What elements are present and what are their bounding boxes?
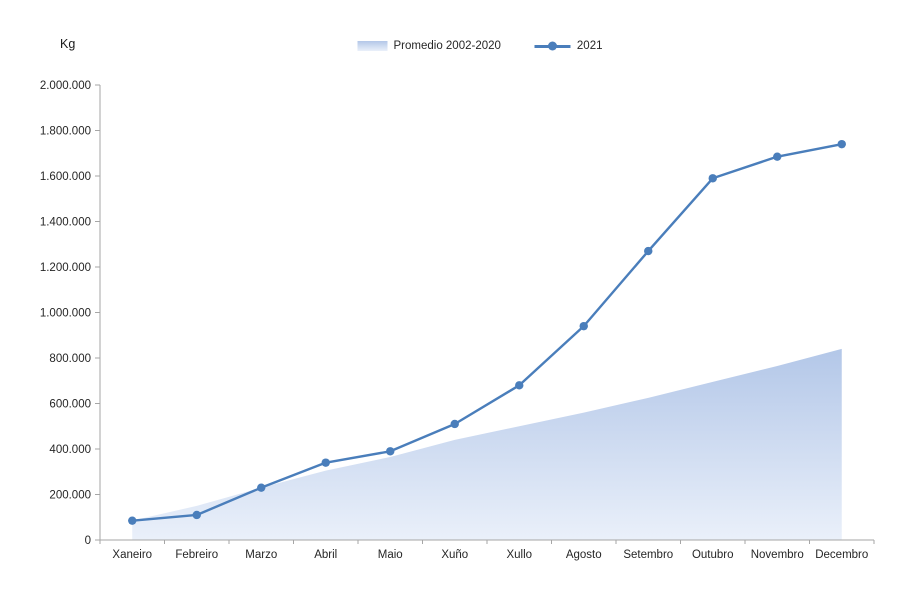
series-2021-marker	[837, 139, 846, 149]
series-2021-marker	[644, 246, 653, 256]
series-2021-marker	[192, 510, 201, 520]
y-axis-label: 600.000	[49, 399, 91, 411]
series-promedio-area	[132, 348, 842, 540]
series-2021-marker	[450, 419, 459, 429]
y-axis-label: 1.000.000	[40, 308, 91, 320]
series-2021-marker	[773, 152, 782, 161]
y-axis-label: 1.600.000	[40, 171, 91, 183]
legend-label-promedio: Promedio 2002-2020	[393, 40, 501, 52]
y-axis-label: 1.800.000	[40, 126, 91, 138]
x-axis-label: Outubro	[692, 549, 734, 561]
y-axis-label: 1.200.000	[40, 262, 91, 274]
legend-item-promedio: Promedio 2002-2020	[357, 40, 501, 52]
x-axis-label: Agosto	[566, 549, 602, 561]
line-series-swatch-icon	[534, 40, 571, 52]
series-2021-marker	[321, 458, 330, 467]
series-2021-marker	[128, 516, 137, 525]
y-axis-label: 2.000.000	[40, 80, 91, 92]
x-axis-label: Setembro	[623, 549, 673, 561]
series-2021-marker	[257, 483, 266, 492]
x-axis-label: Maio	[378, 549, 403, 561]
y-axis-label: 200.000	[49, 490, 91, 502]
legend: Promedio 2002-2020 2021	[357, 40, 603, 52]
y-axis-unit-label: Kg	[60, 37, 76, 51]
y-axis-label: 1.400.000	[40, 217, 91, 229]
x-axis-label: Febreiro	[175, 549, 218, 561]
area-series-swatch-icon	[357, 41, 388, 51]
x-axis-label: Abril	[314, 549, 337, 561]
x-axis-label: Novembro	[751, 549, 804, 561]
x-axis-label: Decembro	[815, 549, 868, 561]
x-axis-label: Xullo	[506, 549, 532, 561]
series-2021-marker	[708, 174, 717, 183]
y-axis-label: 800.000	[49, 353, 91, 365]
y-axis-label: 0	[85, 535, 91, 547]
series-2021-line	[131, 142, 843, 522]
series-2021-marker	[386, 447, 395, 456]
x-axis-label: Marzo	[245, 549, 277, 561]
legend-label-2021: 2021	[576, 40, 603, 52]
series-2021-marker	[515, 381, 524, 390]
x-axis-label: Xuño	[441, 549, 468, 561]
legend-line-marker	[548, 41, 558, 51]
x-axis-label: Xaneiro	[112, 549, 152, 561]
y-axis-label: 400.000	[49, 444, 91, 456]
legend-item-2021: 2021	[534, 40, 603, 52]
series-2021-marker	[579, 321, 588, 331]
